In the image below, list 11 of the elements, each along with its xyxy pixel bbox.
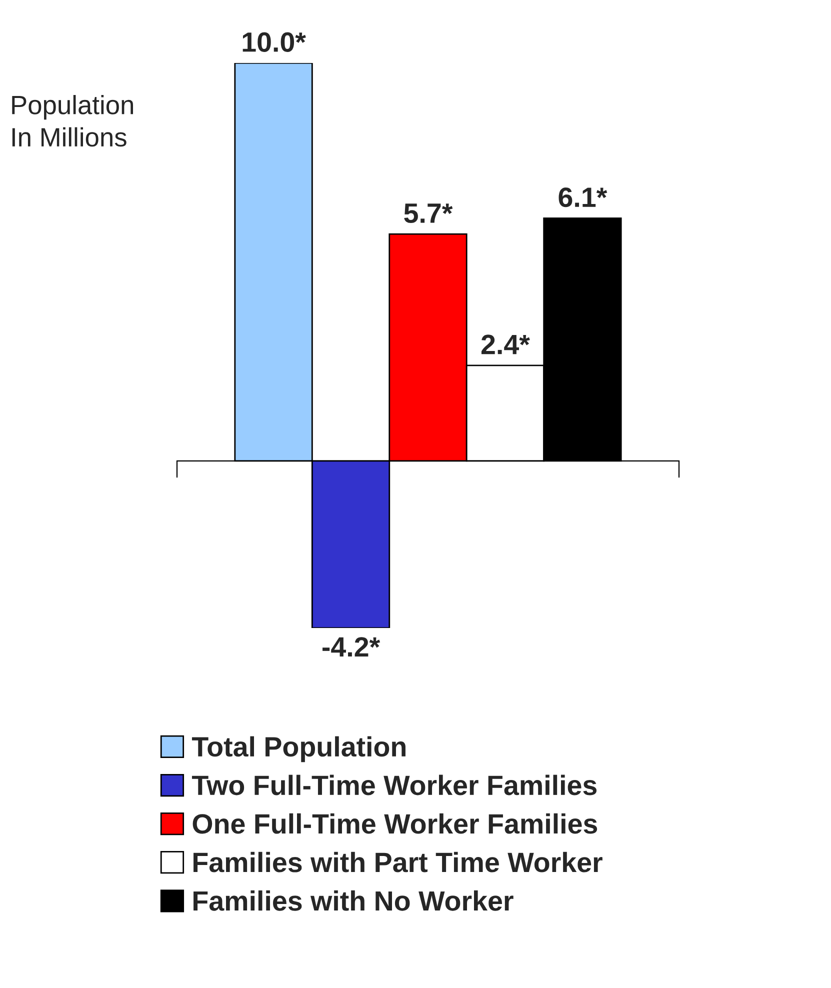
y-axis-title: Population In Millions (12, 95, 134, 147)
data-label: 6.1* (558, 187, 608, 208)
legend-label: One Full-Time Worker Families (192, 813, 598, 834)
data-label: 5.7* (404, 204, 453, 224)
data-label: 10.0* (242, 32, 306, 52)
legend-label: Families with Part Time Worker (194, 852, 602, 872)
legend-label: Families with No Worker (194, 890, 514, 911)
data-label: 2.4* (481, 334, 530, 354)
data-label: -4.2* (322, 637, 380, 656)
legend-label: Two Full-Time Worker Families (192, 774, 597, 796)
legend-label: Total Population (192, 736, 406, 762)
